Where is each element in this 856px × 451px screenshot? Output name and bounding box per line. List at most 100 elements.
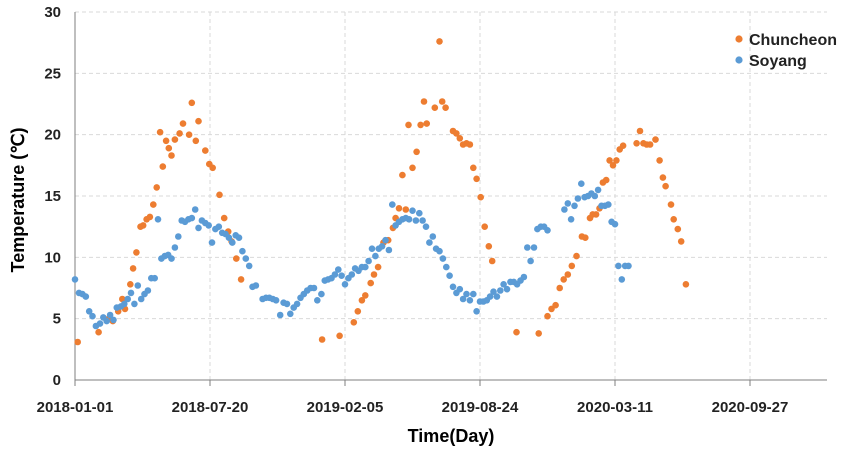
chuncheon-point	[74, 338, 81, 346]
chuncheon-point	[453, 130, 460, 137]
soyang-point	[225, 234, 233, 241]
chuncheon-point	[405, 121, 412, 129]
chuncheon-point	[682, 281, 690, 288]
chuncheon-point	[162, 137, 170, 145]
chuncheon-point	[633, 140, 640, 147]
chuncheon-point	[146, 213, 154, 221]
soyang-point	[611, 220, 619, 228]
legend: Chuncheon Soyang	[735, 32, 837, 70]
x-tick-labels: 2018-01-01 2018-07-20 2019-02-05 2019-08-24…	[37, 399, 789, 416]
y-axis-title: Temperature (℃)	[8, 128, 28, 273]
chuncheon-point	[564, 271, 572, 278]
chuncheon-point	[159, 163, 167, 170]
soyang-point	[335, 266, 342, 273]
soyang-point	[85, 308, 93, 315]
soyang-point	[71, 276, 79, 283]
soyang-point	[443, 263, 450, 271]
soyang-point	[409, 207, 416, 214]
soyang-point	[497, 287, 504, 294]
soyang-point	[215, 223, 223, 230]
soyang-point	[245, 262, 253, 270]
soyang-point	[175, 233, 182, 240]
series-soyang	[71, 180, 632, 330]
soyang-point	[439, 255, 447, 262]
soyang-point	[338, 272, 345, 280]
chuncheon-point	[127, 281, 134, 288]
soyang-point	[503, 285, 511, 293]
chuncheon-point	[417, 121, 424, 129]
legend-label-chuncheon: Chuncheon	[749, 32, 837, 49]
chuncheon-point	[192, 137, 200, 145]
soyang-point	[446, 272, 453, 280]
chuncheon-point	[582, 234, 589, 241]
soyang-point	[276, 311, 284, 319]
soyang-point	[127, 289, 135, 297]
y-tick-labels: 0 5 10 15 20 25 30	[44, 4, 61, 389]
chuncheon-point	[367, 279, 375, 287]
chuncheon-point	[168, 152, 175, 159]
soyang-point	[348, 271, 356, 278]
chuncheon-point	[95, 328, 102, 336]
y-tick-label: 20	[44, 127, 61, 144]
soyang-point	[144, 287, 152, 294]
soyang-point	[615, 262, 622, 270]
soyang-point	[171, 244, 179, 251]
soyang-point	[500, 281, 507, 288]
chuncheon-point	[636, 127, 644, 135]
chuncheon-point	[402, 206, 410, 213]
soyang-point	[591, 192, 599, 200]
soyang-point	[368, 245, 376, 252]
soyang-point	[571, 202, 578, 210]
chuncheon-point	[409, 164, 416, 172]
soyang-point	[208, 239, 216, 246]
soyang-point	[382, 236, 389, 244]
chuncheon-point	[609, 162, 617, 169]
chuncheon-point	[150, 201, 157, 208]
y-tick-label: 10	[44, 249, 61, 266]
chuncheon-point	[662, 182, 669, 190]
soyang-point	[490, 288, 497, 296]
chuncheon-point	[209, 164, 216, 172]
y-tick-label: 15	[44, 188, 61, 205]
y-tick-label: 25	[44, 65, 61, 82]
soyang-point	[372, 252, 379, 260]
soyang-point	[436, 247, 443, 255]
legend-marker-chuncheon	[735, 35, 743, 43]
soyang-point	[96, 320, 104, 327]
soyang-point	[134, 282, 142, 289]
soyang-point	[564, 200, 572, 207]
x-axis-title: Time(Day)	[408, 426, 495, 446]
soyang-point	[530, 244, 538, 251]
soyang-point	[365, 257, 372, 265]
chuncheon-point	[436, 38, 443, 45]
soyang-point	[419, 217, 426, 224]
y-tick-label: 30	[44, 4, 61, 21]
chuncheon-point	[466, 141, 474, 148]
chuncheon-point	[677, 238, 685, 245]
soyang-point	[151, 274, 158, 282]
soyang-point	[561, 206, 568, 213]
chuncheon-point	[129, 265, 137, 272]
chuncheon-point	[374, 263, 382, 271]
chuncheon-point	[602, 176, 610, 184]
chuncheon-point	[220, 214, 228, 222]
chuncheon-point	[185, 131, 193, 138]
chuncheon-point	[560, 276, 567, 283]
soyang-point	[412, 217, 420, 224]
chuncheon-point	[233, 255, 240, 262]
soyang-point	[524, 244, 531, 251]
chuncheon-point	[670, 216, 677, 223]
chuncheon-point	[318, 336, 326, 343]
chuncheon-point	[456, 135, 464, 142]
soyang-point	[416, 209, 423, 217]
soyang-point	[287, 310, 294, 318]
soyang-point	[459, 295, 467, 303]
chuncheon-point	[216, 191, 223, 199]
chuncheon-point	[656, 157, 663, 164]
soyang-point	[331, 271, 339, 278]
chuncheon-point	[477, 193, 485, 201]
soyang-point	[466, 297, 474, 304]
chuncheon-point	[667, 201, 675, 208]
x-tick-label: 2019-08-24	[442, 399, 519, 416]
